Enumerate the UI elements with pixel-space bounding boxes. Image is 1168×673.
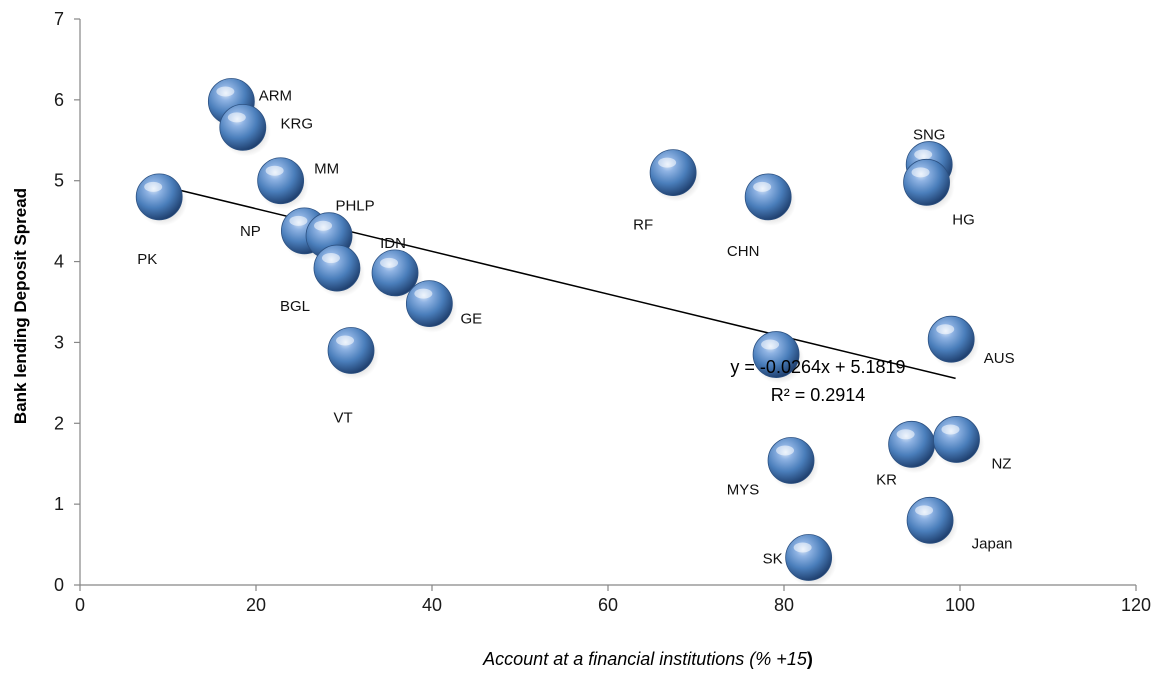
x-tick-label: 100 [945, 595, 975, 615]
data-point [903, 158, 955, 212]
point-label: NZ [991, 455, 1011, 472]
data-point-highlight [793, 542, 812, 553]
data-point-highlight [227, 112, 246, 123]
y-tick-label: 2 [54, 413, 64, 433]
data-point-highlight [265, 165, 284, 176]
point-label: IDN [380, 235, 406, 252]
trendline-equation: y = -0.0264x + 5.1819 [730, 357, 905, 377]
x-tick-label: 40 [422, 595, 442, 615]
data-point-highlight [896, 429, 915, 440]
data-point-highlight [144, 181, 163, 192]
trendline-layer [159, 184, 956, 380]
point-label: PK [137, 251, 157, 268]
data-point-highlight [658, 157, 677, 168]
data-point-marker [933, 416, 980, 463]
data-point [888, 420, 940, 474]
point-labels-layer: PK ARM KRG MM NP PHLP BGL IDN GE VT RF CHN SNG HG AUS M… [137, 87, 1014, 567]
data-point-marker [903, 158, 950, 206]
y-tick-label: 6 [54, 90, 64, 110]
data-point-highlight [936, 324, 955, 335]
trendline-r-squared: R² = 0.2914 [771, 385, 866, 405]
data-point-marker [906, 496, 954, 544]
x-axis-label-paren: ) [807, 649, 813, 669]
data-point-highlight [941, 424, 960, 435]
x-tick-label: 0 [75, 595, 85, 615]
y-tick-label: 7 [54, 9, 64, 29]
data-point-highlight [414, 288, 433, 299]
x-tick-label: 80 [774, 595, 794, 615]
y-axis-label: Bank lending Deposit Spread [11, 188, 30, 424]
data-point-marker [927, 315, 975, 363]
data-point [219, 103, 271, 157]
point-label: Japan [972, 535, 1013, 552]
data-point-marker [888, 420, 935, 468]
data-point-highlight [776, 445, 795, 456]
data-point [135, 173, 188, 226]
y-tick-label: 5 [54, 171, 64, 191]
data-point-highlight [915, 505, 934, 516]
data-point-highlight [761, 339, 780, 350]
data-point-marker [219, 103, 267, 151]
axes: 0 1 2 3 4 5 6 7 0 20 40 60 80 100 120 [54, 9, 1151, 615]
data-point-highlight [336, 335, 355, 346]
x-tick-label: 60 [598, 595, 618, 615]
x-axis-label-text: Account at a financial institutions (% +… [482, 649, 808, 669]
point-label: BGL [280, 298, 310, 315]
data-point [649, 149, 702, 202]
data-point-marker [785, 534, 833, 581]
data-point-marker [767, 437, 815, 484]
point-label: AUS [984, 350, 1015, 367]
data-point-marker [744, 173, 792, 221]
data-point-marker [135, 173, 183, 221]
point-label: NP [240, 223, 261, 240]
data-point-highlight [914, 149, 933, 160]
data-point-highlight [911, 167, 930, 178]
data-point [313, 244, 365, 298]
point-label: MM [314, 161, 339, 178]
data-point [257, 157, 309, 210]
point-label: VT [333, 410, 352, 427]
point-label: SK [763, 551, 783, 568]
data-point-highlight [321, 253, 340, 264]
y-tick-label: 1 [54, 494, 64, 514]
x-tick-label: 120 [1121, 595, 1151, 615]
data-point [752, 331, 805, 384]
x-tick-label: 20 [246, 595, 266, 615]
data-point [744, 173, 797, 226]
point-label: CHN [727, 243, 760, 260]
data-point-highlight [380, 257, 399, 268]
point-label: KRG [281, 115, 314, 132]
point-label: HG [952, 211, 975, 228]
data-point-marker [405, 280, 453, 328]
data-point [927, 315, 980, 369]
data-point-marker [313, 244, 361, 292]
data-point [933, 416, 985, 469]
data-point-highlight [753, 181, 772, 192]
point-label: KR [876, 471, 897, 488]
x-axis-label: Account at a financial institutions (% +… [482, 649, 813, 669]
data-point-highlight [314, 220, 333, 231]
data-point [327, 327, 380, 380]
data-point [785, 534, 837, 587]
data-point-highlight [289, 215, 308, 226]
y-tick-label: 3 [54, 332, 64, 352]
y-tick-label: 0 [54, 575, 64, 595]
y-tick-label: 4 [54, 252, 64, 272]
point-label: GE [461, 311, 483, 328]
trendline [159, 184, 956, 380]
points-layer [135, 78, 985, 587]
data-point-marker [649, 149, 697, 197]
point-label: ARM [259, 87, 292, 104]
point-label: RF [633, 217, 653, 234]
data-point [405, 280, 458, 333]
point-label: PHLP [335, 198, 374, 215]
data-point-marker [327, 327, 375, 374]
point-label: SNG [913, 127, 946, 144]
data-point-marker [257, 157, 305, 205]
data-point [767, 437, 820, 490]
point-label: MYS [727, 481, 760, 498]
data-point-highlight [216, 86, 235, 97]
data-point [906, 496, 959, 550]
